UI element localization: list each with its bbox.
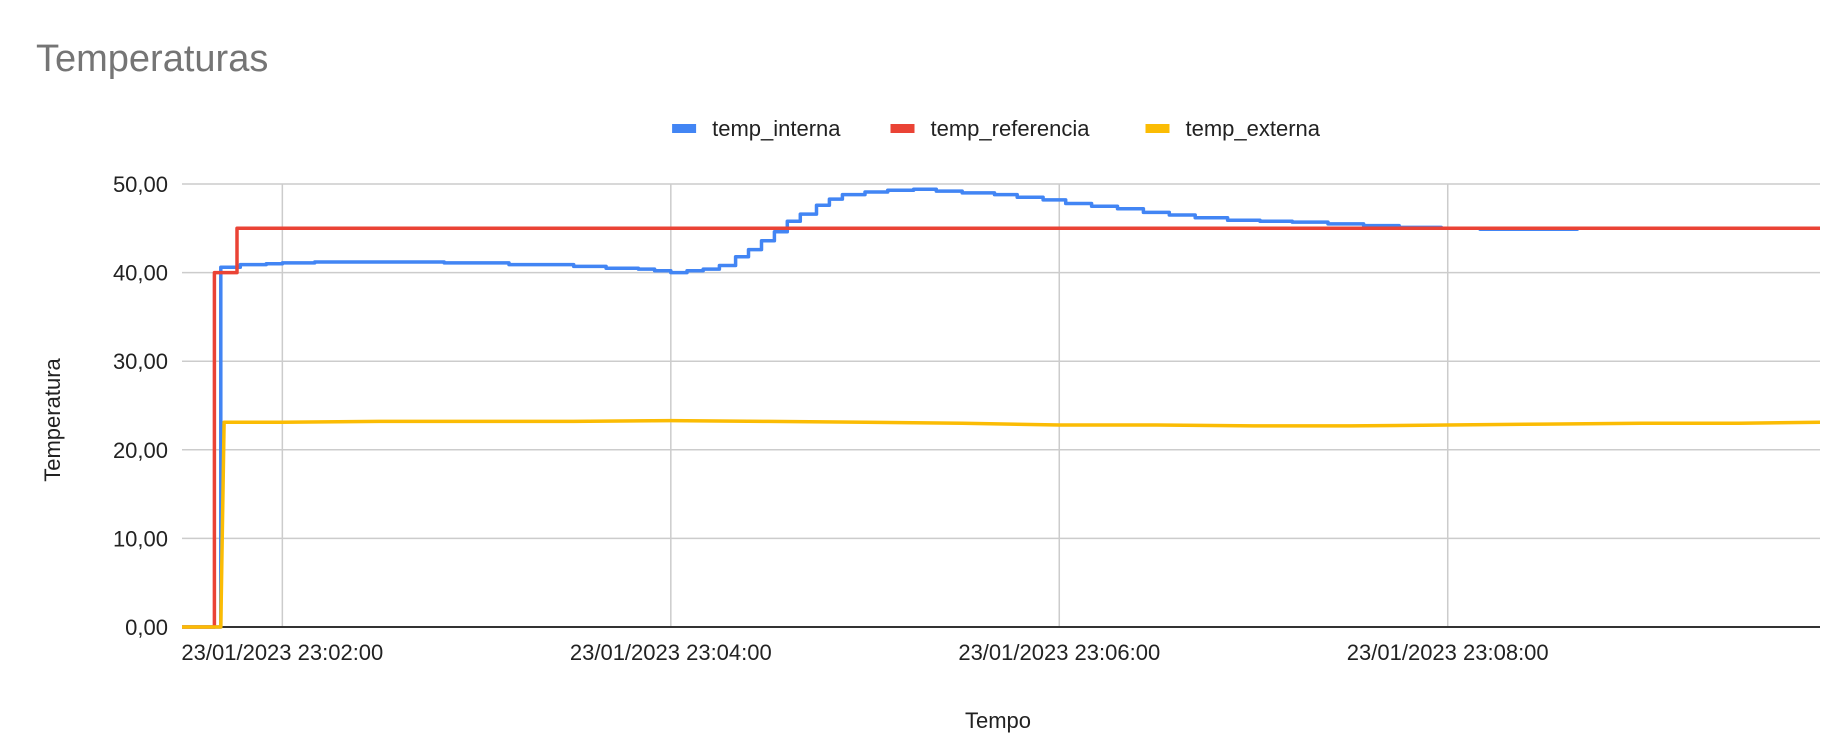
x-tick-labels: 23/01/2023 23:02:00 23/01/2023 23:04:00 23… [181, 640, 1548, 665]
legend-swatch [1145, 124, 1170, 133]
legend-label: temp_referencia [931, 116, 1091, 141]
series-line-temp_externa [182, 418, 1821, 629]
y-tick-labels: 0,00 10,00 20,00 30,00 40,00 50,00 [113, 172, 168, 640]
gridlines [182, 183, 1820, 627]
x-tick-label: 23/01/2023 23:02:00 [181, 640, 383, 665]
x-axis-title: Tempo [965, 708, 1031, 733]
y-tick-label: 10,00 [113, 526, 168, 551]
series-lines [182, 187, 1821, 629]
legend-swatch [890, 124, 915, 133]
y-tick-label: 20,00 [113, 438, 168, 463]
legend-swatch [672, 124, 697, 133]
y-tick-label: 0,00 [125, 615, 168, 640]
x-tick-label: 23/01/2023 23:08:00 [1347, 640, 1549, 665]
y-tick-label: 50,00 [113, 172, 168, 197]
series-line-temp_interna [182, 187, 1820, 629]
y-tick-label: 30,00 [113, 349, 168, 374]
chart-title: Temperaturas [36, 38, 269, 80]
y-tick-label: 40,00 [113, 261, 168, 286]
series-line-temp_referencia [182, 226, 1820, 629]
x-tick-label: 23/01/2023 23:04:00 [570, 640, 772, 665]
legend-label: temp_interna [712, 116, 841, 141]
legend-label: temp_externa [1186, 116, 1321, 141]
x-tick-label: 23/01/2023 23:06:00 [958, 640, 1160, 665]
legend: temp_interna temp_referencia temp_externa [672, 116, 1321, 141]
y-axis-title: Temperatura [40, 357, 65, 481]
